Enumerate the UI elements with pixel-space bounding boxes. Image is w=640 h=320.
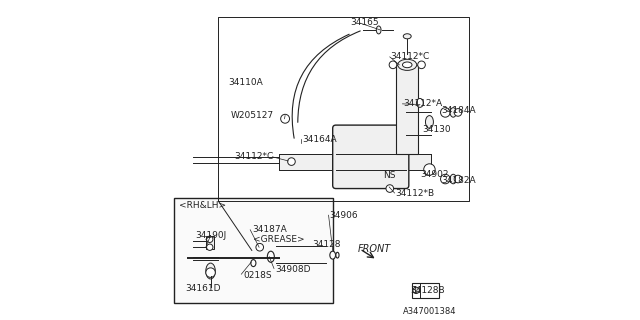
Ellipse shape bbox=[450, 174, 456, 184]
Ellipse shape bbox=[450, 108, 456, 117]
Text: 34908D: 34908D bbox=[276, 265, 311, 274]
Bar bbox=[396, 65, 419, 154]
Text: 34110A: 34110A bbox=[228, 78, 264, 87]
Circle shape bbox=[454, 108, 462, 116]
Text: 34112*A: 34112*A bbox=[403, 99, 442, 108]
Circle shape bbox=[386, 185, 394, 192]
Text: 34187A: 34187A bbox=[252, 225, 287, 234]
Circle shape bbox=[413, 287, 419, 293]
Text: 34128: 34128 bbox=[312, 240, 340, 249]
Ellipse shape bbox=[268, 251, 275, 262]
Text: 34182A: 34182A bbox=[441, 176, 476, 185]
Circle shape bbox=[389, 61, 397, 69]
Circle shape bbox=[424, 164, 435, 175]
Text: 0218S: 0218S bbox=[243, 271, 272, 280]
Text: 34164A: 34164A bbox=[303, 135, 337, 144]
Text: NS: NS bbox=[383, 172, 396, 180]
Bar bbox=[412, 283, 439, 298]
Text: A347001384: A347001384 bbox=[403, 307, 456, 316]
Bar bbox=[279, 154, 431, 170]
Circle shape bbox=[206, 268, 215, 277]
Circle shape bbox=[418, 61, 426, 69]
Text: <GREASE>: <GREASE> bbox=[253, 235, 305, 244]
Text: 34184A: 34184A bbox=[441, 106, 476, 115]
Circle shape bbox=[287, 158, 295, 165]
Circle shape bbox=[207, 236, 213, 243]
Text: 34165: 34165 bbox=[350, 18, 379, 27]
Ellipse shape bbox=[330, 251, 335, 259]
Ellipse shape bbox=[336, 252, 339, 258]
Ellipse shape bbox=[397, 59, 417, 70]
Circle shape bbox=[454, 175, 462, 183]
Text: 34190J: 34190J bbox=[196, 231, 227, 240]
Ellipse shape bbox=[206, 263, 215, 279]
Ellipse shape bbox=[376, 26, 381, 34]
Text: FRONT: FRONT bbox=[358, 244, 391, 254]
Text: 34112*C: 34112*C bbox=[235, 152, 274, 161]
Text: 1: 1 bbox=[413, 286, 418, 295]
Ellipse shape bbox=[251, 260, 256, 267]
Ellipse shape bbox=[403, 62, 412, 68]
Text: 34112*C: 34112*C bbox=[390, 52, 429, 61]
Circle shape bbox=[207, 244, 213, 251]
Circle shape bbox=[281, 114, 289, 123]
Circle shape bbox=[440, 174, 450, 184]
Text: 34161D: 34161D bbox=[185, 284, 221, 293]
Circle shape bbox=[440, 108, 450, 117]
Text: 34902: 34902 bbox=[420, 170, 449, 179]
Text: 34112*B: 34112*B bbox=[396, 189, 435, 198]
Text: 34906: 34906 bbox=[330, 211, 358, 220]
Text: <RH&LH>: <RH&LH> bbox=[179, 201, 226, 210]
Bar bbox=[174, 198, 333, 303]
FancyBboxPatch shape bbox=[333, 125, 409, 188]
Circle shape bbox=[256, 244, 264, 251]
Bar bbox=[206, 236, 214, 249]
Ellipse shape bbox=[403, 34, 412, 39]
Text: 34128B: 34128B bbox=[410, 286, 445, 295]
Text: W205127: W205127 bbox=[231, 111, 274, 120]
Ellipse shape bbox=[426, 116, 433, 128]
Ellipse shape bbox=[417, 99, 424, 107]
Text: 34130: 34130 bbox=[422, 125, 451, 134]
